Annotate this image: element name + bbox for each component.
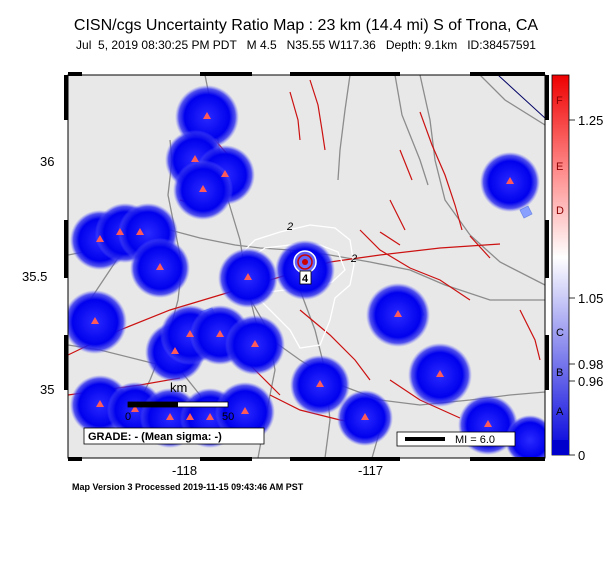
epicenter-label-box [299, 270, 312, 285]
colorbar-letter: E [556, 161, 563, 173]
grade-text: GRADE: - (Mean sigma: -) [88, 431, 222, 443]
event-depth: Depth: 9.1km [385, 38, 458, 52]
epicenter-marker [293, 250, 317, 274]
map-layers: 2 2 4 [68, 75, 545, 458]
frame-ticks [64, 72, 549, 461]
map-title: CISN/cgs Uncertainty Ratio Map : 23 km (… [73, 17, 539, 34]
colorbar-bottom-block [552, 440, 569, 455]
event-location: N35.55 W117.36 [286, 38, 376, 52]
event-id: ID:38457591 [467, 38, 536, 52]
lon-label: -117 [358, 463, 383, 478]
scale-bar-title: km [170, 380, 187, 395]
lat-label: 35.5 [22, 269, 47, 284]
seismic-stations [91, 112, 514, 427]
grade-box [83, 427, 265, 445]
event-magnitude: M 4.5 [246, 38, 277, 52]
colorbar-letter: D [556, 205, 564, 217]
state-border [497, 75, 545, 119]
colorbar-letter: F [556, 95, 563, 107]
epicenter-label: 4 [302, 273, 309, 285]
colorbar-value: 0.98 [578, 357, 603, 372]
scale-bar-tick: 50 [222, 411, 234, 423]
lat-label: 35 [40, 382, 54, 397]
colorbar-value: 0.96 [578, 374, 603, 389]
lon-label: -118 [172, 463, 197, 478]
colorbar-letter: C [556, 327, 564, 339]
colorbar-letter: B [556, 367, 563, 379]
mi-legend-box [396, 431, 516, 447]
event-summary: Jul 5, 2019 08:30:25 PM PDT M 4.5 N35.55… [0, 38, 612, 52]
colorbar: F E D C B A 1.25 1.05 0.98 0.96 0 [551, 74, 603, 463]
lat-label: 36 [40, 154, 54, 169]
scale-bar: km 0 50 [125, 380, 234, 423]
contour-label: 2 [350, 253, 357, 265]
colorbar-letter: A [556, 406, 564, 418]
mi-legend-line [405, 437, 445, 441]
colorbar-value: 1.25 [578, 113, 603, 128]
colorbar-gradient [551, 74, 570, 456]
scale-bar-tick: 0 [125, 411, 131, 423]
contour-label: 2 [286, 221, 293, 233]
colorbar-value: 0 [578, 448, 585, 463]
event-date: Jul 5, 2019 08:30:25 PM PDT [76, 38, 237, 52]
map-version-footer: Map Version 3 Processed 2019-11-15 09:43… [72, 482, 304, 492]
mi-legend-text: MI = 6.0 [455, 434, 495, 446]
colorbar-value: 1.05 [578, 291, 603, 306]
